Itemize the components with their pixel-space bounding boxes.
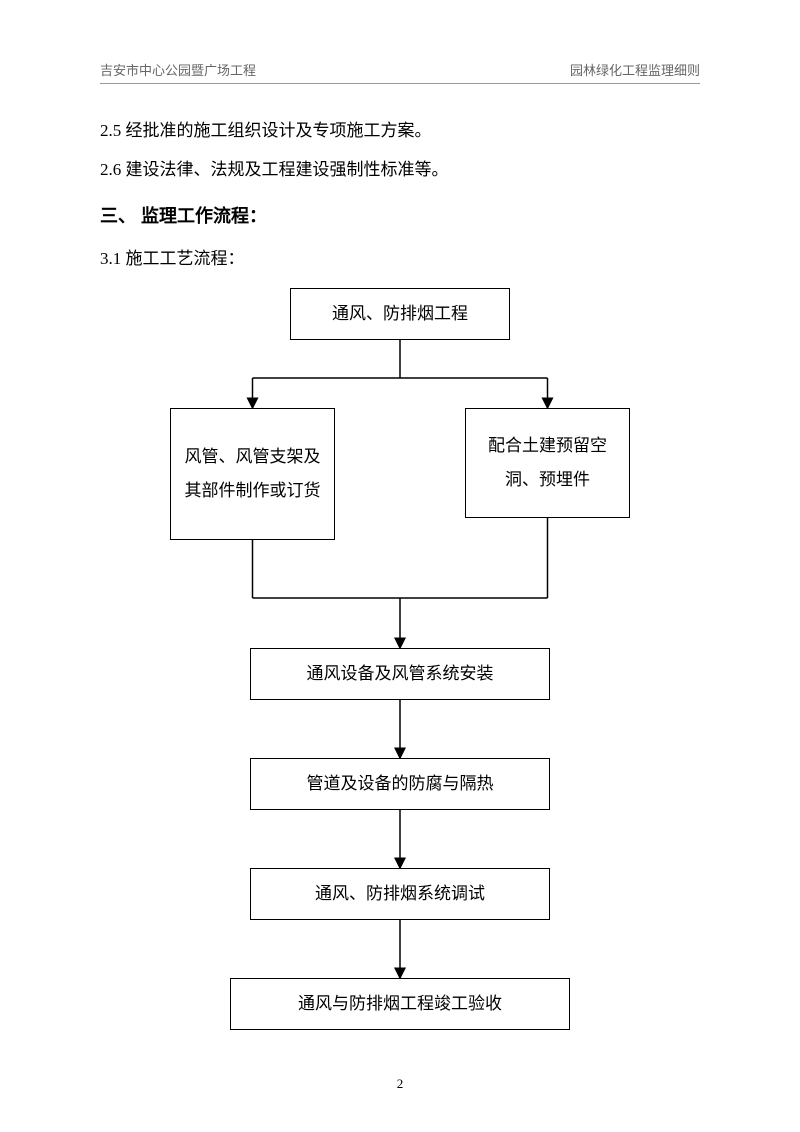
- page-header: 吉安市中心公园暨广场工程 园林绿化工程监理细则: [100, 60, 700, 84]
- paragraph-2-5: 2.5 经批准的施工组织设计及专项施工方案。: [100, 112, 700, 149]
- section-heading-3: 三、 监理工作流程：: [100, 197, 700, 237]
- paragraph-3-1: 3.1 施工工艺流程：: [100, 240, 700, 277]
- flowchart-node-n2: 风管、风管支架及其部件制作或订货: [170, 408, 335, 540]
- flowchart-node-n4: 通风设备及风管系统安装: [250, 648, 550, 700]
- header-right: 园林绿化工程监理细则: [570, 60, 700, 79]
- flowchart: 通风、防排烟工程风管、风管支架及其部件制作或订货 配合土建预留空洞、预埋件通风设备…: [100, 288, 700, 1068]
- flowchart-node-n7: 通风与防排烟工程竣工验收: [230, 978, 570, 1030]
- header-left: 吉安市中心公园暨广场工程: [100, 60, 256, 79]
- flowchart-node-n1: 通风、防排烟工程: [290, 288, 510, 340]
- flowchart-node-n5: 管道及设备的防腐与隔热: [250, 758, 550, 810]
- flowchart-node-n6: 通风、防排烟系统调试: [250, 868, 550, 920]
- flowchart-node-n3: 配合土建预留空洞、预埋件: [465, 408, 630, 518]
- paragraph-2-6: 2.6 建设法律、法规及工程建设强制性标准等。: [100, 151, 700, 188]
- page-number: 2: [0, 1076, 800, 1092]
